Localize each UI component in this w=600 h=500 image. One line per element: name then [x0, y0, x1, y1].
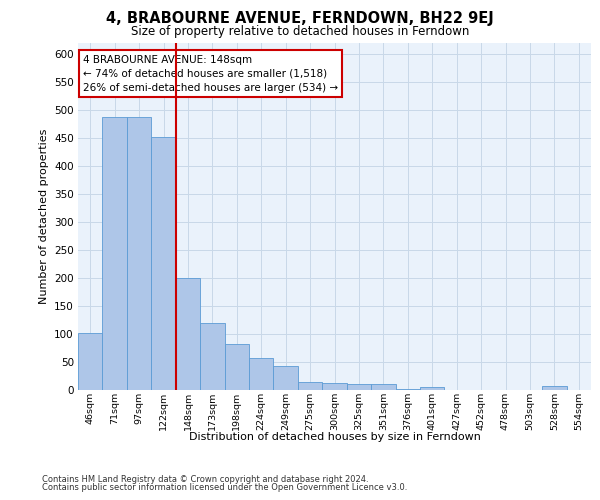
Text: Size of property relative to detached houses in Ferndown: Size of property relative to detached ho…: [131, 25, 469, 38]
Text: 4 BRABOURNE AVENUE: 148sqm
← 74% of detached houses are smaller (1,518)
26% of s: 4 BRABOURNE AVENUE: 148sqm ← 74% of deta…: [83, 54, 338, 92]
Text: Distribution of detached houses by size in Ferndown: Distribution of detached houses by size …: [189, 432, 481, 442]
Y-axis label: Number of detached properties: Number of detached properties: [38, 128, 49, 304]
Text: Contains public sector information licensed under the Open Government Licence v3: Contains public sector information licen…: [42, 483, 407, 492]
Bar: [127, 117, 151, 390]
Bar: [151, 136, 176, 390]
Bar: [322, 382, 347, 390]
Bar: [274, 366, 298, 390]
Bar: [542, 386, 566, 390]
Bar: [420, 387, 445, 390]
Text: Contains HM Land Registry data © Crown copyright and database right 2024.: Contains HM Land Registry data © Crown c…: [42, 475, 368, 484]
Bar: [249, 358, 274, 390]
Bar: [200, 322, 224, 390]
Bar: [347, 384, 371, 390]
Bar: [298, 382, 322, 390]
Bar: [176, 278, 200, 390]
Bar: [371, 384, 395, 390]
Bar: [103, 117, 127, 390]
Text: 4, BRABOURNE AVENUE, FERNDOWN, BH22 9EJ: 4, BRABOURNE AVENUE, FERNDOWN, BH22 9EJ: [106, 12, 494, 26]
Bar: [78, 334, 103, 390]
Bar: [224, 344, 249, 390]
Bar: [395, 389, 420, 390]
